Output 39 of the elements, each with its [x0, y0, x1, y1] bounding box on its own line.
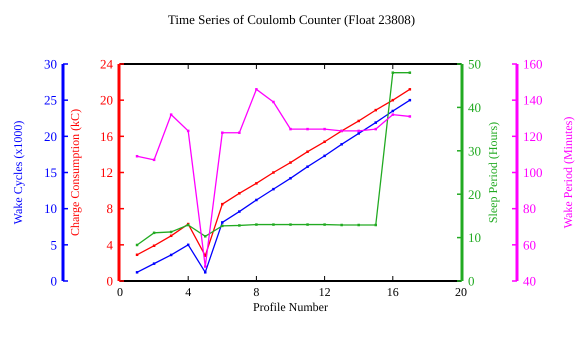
- y3-tick-label: 25: [44, 92, 57, 108]
- y-tick-label: 60: [523, 237, 536, 252]
- y3-tick-label: 10: [44, 201, 57, 216]
- y-tick-label: 4: [106, 237, 114, 252]
- x-tick-label: 20: [455, 285, 467, 299]
- y-tick-label: 40: [523, 274, 536, 289]
- y-tick-label: 8: [106, 201, 113, 216]
- y-tick-label: 120: [523, 128, 542, 144]
- x-axis-title: Profile Number: [253, 300, 328, 314]
- y2-tick-label: 0: [468, 274, 474, 289]
- y-tick-label: 140: [523, 92, 542, 108]
- y3-tick-label: 15: [44, 165, 57, 180]
- y2-axis-title: Sleep Period (Hours): [486, 122, 500, 224]
- y3-tick-label: 5: [50, 237, 57, 252]
- y2-tick-label: 20: [468, 186, 481, 202]
- y-tick-label: 80: [523, 201, 536, 216]
- x-tick-label: 0: [117, 285, 123, 299]
- y-tick-label: 0: [106, 274, 113, 289]
- y2-tick-label: 30: [468, 143, 481, 158]
- y-tick-label: 24: [100, 56, 114, 72]
- chart-title: Time Series of Coulomb Counter (Float 23808): [168, 12, 416, 27]
- y-tick-label: 160: [523, 56, 542, 72]
- y3-tick-label: 20: [44, 128, 57, 144]
- y2-tick-label: 50: [468, 56, 481, 72]
- x-tick-label: 8: [253, 285, 260, 299]
- y-tick-label: 100: [523, 165, 542, 180]
- y-axis-title: Charge Consumption (kC): [68, 108, 82, 236]
- x-tick-label: 12: [318, 285, 331, 299]
- y-tick-label: 20: [100, 92, 113, 108]
- y-tick-label: 16: [100, 128, 114, 144]
- y-tick-label: 12: [100, 165, 113, 180]
- x-tick-label: 4: [185, 285, 192, 299]
- y-axis-title: Wake Period (Minutes): [561, 116, 575, 228]
- y3-axis-title: Wake Cycles (x1000): [11, 120, 25, 224]
- y2-tick-label: 10: [468, 230, 481, 246]
- x-tick-label: 16: [386, 285, 399, 299]
- y3-tick-label: 0: [50, 274, 57, 289]
- y3-tick-label: 30: [44, 56, 57, 72]
- y2-tick-label: 40: [468, 100, 481, 115]
